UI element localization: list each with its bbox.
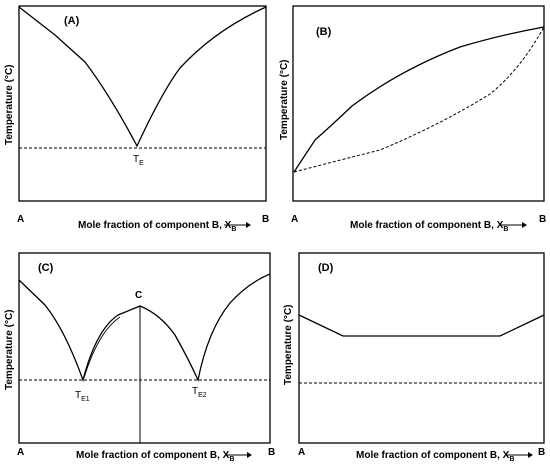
panel-c-liquidus-curve — [18, 273, 271, 383]
panel-d-y-axis-label: Temperature (°C) — [283, 305, 294, 386]
panel-d-end-a: A — [298, 447, 305, 458]
panel-c-end-b: B — [268, 447, 275, 458]
panel-c-label: (C) — [38, 262, 54, 274]
panel-c-liquidus-curve-shadow — [83, 316, 121, 379]
panel-c-compound-label: C — [135, 290, 142, 301]
panel-b-end-a: A — [291, 214, 298, 225]
panel-b-liquidus-curve — [293, 26, 545, 173]
panel-c: (C) C TE1 TE2 Temperature (°C) A B Mole … — [4, 252, 275, 463]
panel-a-eutectic-label: TE — [133, 154, 144, 167]
panel-c-end-a: A — [17, 447, 24, 458]
panel-c-eutectic-2-label: TE2 — [192, 386, 207, 399]
panel-a-frame — [18, 5, 267, 202]
panel-a-x-arrow — [224, 222, 251, 228]
panel-a-end-a: A — [17, 214, 24, 225]
panel-c-eutectic-1-label: TE1 — [75, 390, 90, 403]
panel-a-y-axis-label: Temperature (°C) — [4, 65, 15, 146]
panel-d-x-arrow — [506, 452, 533, 458]
panel-b-solidus-curve — [293, 26, 545, 173]
panel-d-liquidus-curve — [298, 314, 545, 337]
panel-b-y-axis-label: Temperature (°C) — [279, 60, 290, 141]
panel-a-liquidus-curve — [18, 6, 267, 148]
panel-c-x-axis-label: Mole fraction of component B, XB — [76, 450, 234, 463]
panel-b-x-arrow — [500, 222, 527, 228]
panel-c-y-axis-label: Temperature (°C) — [4, 310, 15, 391]
panel-b: (B) Temperature (°C) A B Mole fraction o… — [279, 5, 546, 233]
panel-c-x-arrow — [225, 452, 252, 458]
panel-b-end-b: B — [539, 214, 546, 225]
panel-d-frame — [298, 252, 545, 444]
panel-a-label: (A) — [64, 15, 80, 27]
panel-d: (D) Temperature (°C) A B Mole fraction o… — [283, 252, 545, 463]
panel-a-x-axis-label: Mole fraction of component B, XB — [78, 220, 236, 233]
panel-b-label: (B) — [316, 26, 332, 38]
panel-b-frame — [292, 5, 545, 202]
panel-c-frame — [18, 252, 271, 444]
panel-b-x-axis-label: Mole fraction of component B, XB — [350, 220, 508, 233]
panel-a-end-b: B — [262, 214, 269, 225]
panel-a: (A) TE Temperature (°C) A B Mole fractio… — [4, 5, 269, 233]
panel-d-end-b: B — [538, 447, 545, 458]
panel-d-x-axis-label: Mole fraction of component B, XB — [356, 450, 514, 463]
panel-d-label: (D) — [318, 262, 334, 274]
